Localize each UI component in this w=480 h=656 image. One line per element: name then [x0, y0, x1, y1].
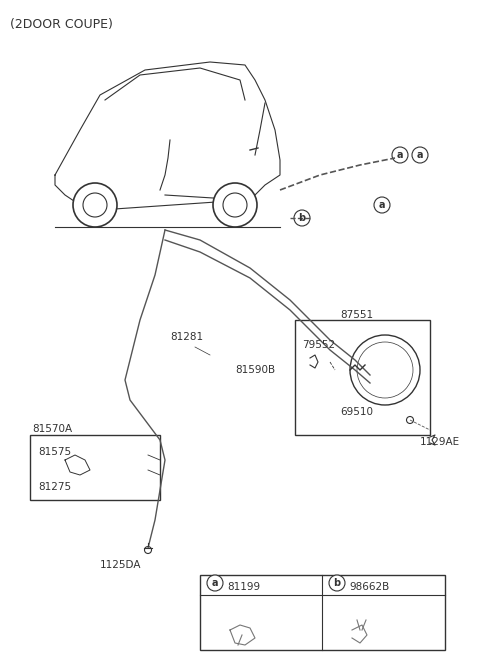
- Text: 81275: 81275: [38, 482, 71, 492]
- Text: 1125DA: 1125DA: [100, 560, 142, 570]
- Circle shape: [207, 575, 223, 591]
- Circle shape: [407, 417, 413, 424]
- Text: 81199: 81199: [227, 582, 260, 592]
- Text: 81281: 81281: [170, 332, 203, 342]
- Circle shape: [329, 575, 345, 591]
- Text: 81570A: 81570A: [32, 424, 72, 434]
- Bar: [295, 320, 430, 435]
- Circle shape: [83, 193, 107, 217]
- Circle shape: [392, 147, 408, 163]
- Circle shape: [294, 210, 310, 226]
- Text: 81590B: 81590B: [235, 365, 275, 375]
- Circle shape: [374, 197, 390, 213]
- Circle shape: [412, 147, 428, 163]
- Circle shape: [350, 335, 420, 405]
- Bar: [30, 435, 160, 500]
- Text: a: a: [379, 200, 385, 210]
- Bar: [200, 575, 445, 650]
- Circle shape: [73, 183, 117, 227]
- Circle shape: [357, 342, 413, 398]
- Text: a: a: [397, 150, 403, 160]
- Text: 69510: 69510: [340, 407, 373, 417]
- Text: b: b: [299, 213, 306, 223]
- Circle shape: [144, 546, 152, 554]
- Text: b: b: [334, 578, 341, 588]
- Text: 98662B: 98662B: [349, 582, 389, 592]
- Text: a: a: [212, 578, 218, 588]
- Text: (2DOOR COUPE): (2DOOR COUPE): [10, 18, 113, 31]
- Text: 81575: 81575: [38, 447, 71, 457]
- Circle shape: [213, 183, 257, 227]
- Text: 87551: 87551: [340, 310, 373, 320]
- Text: a: a: [417, 150, 423, 160]
- Text: 1129AE: 1129AE: [420, 437, 460, 447]
- Circle shape: [223, 193, 247, 217]
- Text: 79552: 79552: [302, 340, 335, 350]
